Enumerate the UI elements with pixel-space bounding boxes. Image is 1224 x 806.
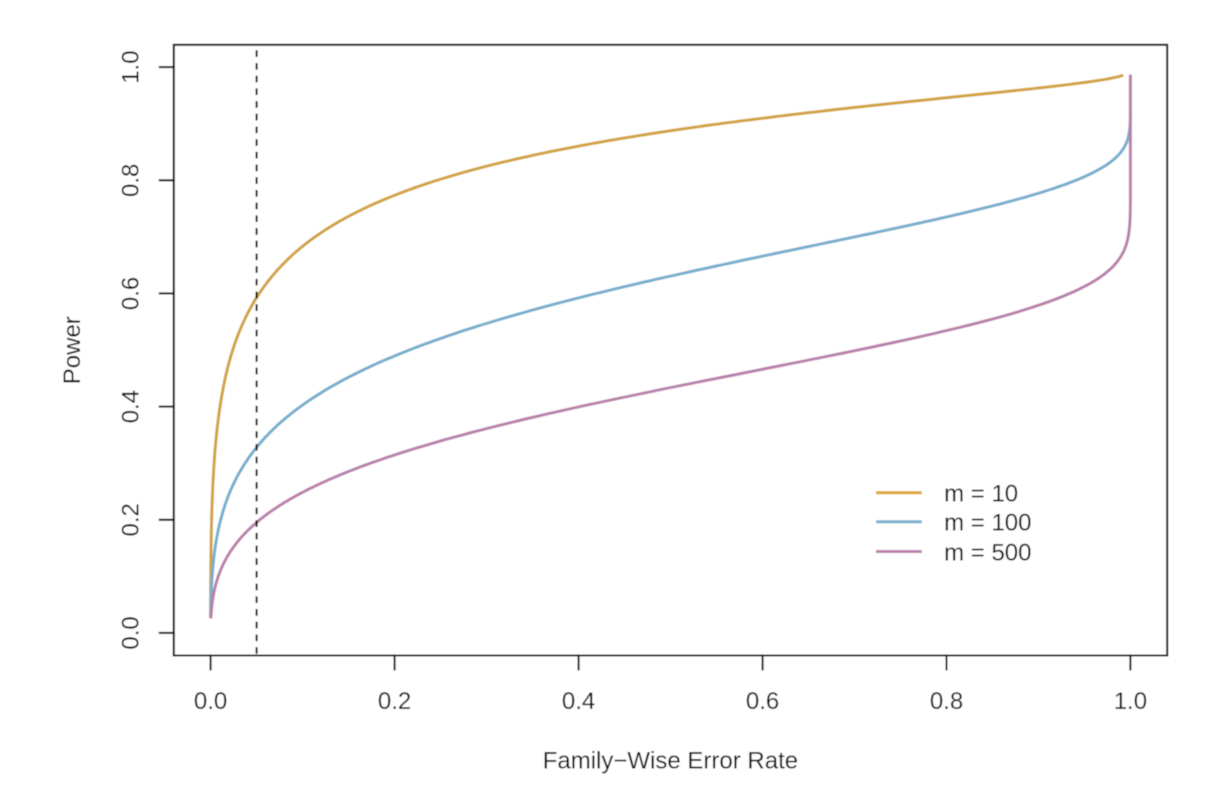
svg-text:1.0: 1.0 xyxy=(1114,688,1147,715)
svg-text:m = 10: m = 10 xyxy=(944,481,1018,508)
svg-text:0.2: 0.2 xyxy=(117,503,144,536)
svg-text:0.2: 0.2 xyxy=(378,688,411,715)
svg-text:0.6: 0.6 xyxy=(746,688,779,715)
svg-text:0.6: 0.6 xyxy=(117,277,144,310)
svg-text:0.8: 0.8 xyxy=(117,164,144,197)
svg-text:0.0: 0.0 xyxy=(194,688,227,715)
svg-text:1.0: 1.0 xyxy=(117,50,144,83)
svg-text:m = 100: m = 100 xyxy=(944,510,1031,537)
svg-text:Family−Wise Error Rate: Family−Wise Error Rate xyxy=(543,748,798,775)
svg-text:0.4: 0.4 xyxy=(117,390,144,423)
svg-text:0.0: 0.0 xyxy=(117,616,144,649)
svg-text:0.4: 0.4 xyxy=(562,688,595,715)
svg-text:m = 500: m = 500 xyxy=(944,539,1031,566)
svg-text:0.8: 0.8 xyxy=(930,688,963,715)
svg-text:Power: Power xyxy=(59,316,86,384)
